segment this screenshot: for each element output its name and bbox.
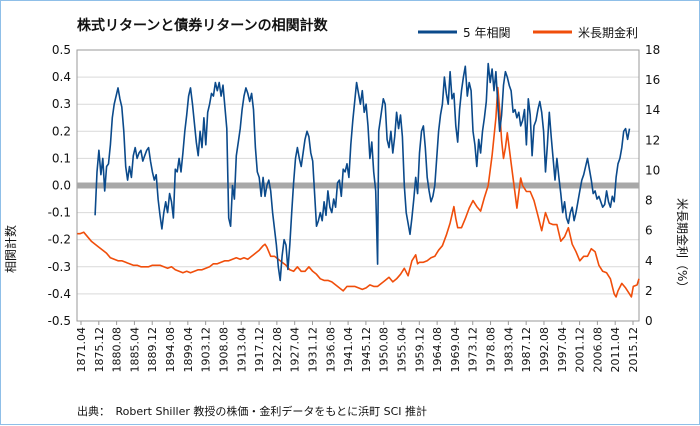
right-tick-label: 0 [645, 314, 653, 328]
right-axis-title: 米長期金利（%） [675, 198, 690, 293]
x-tick-label: 2006.08 [591, 327, 604, 373]
left-tick-label: 0.1 [52, 151, 71, 165]
x-tick-label: 1922.08 [271, 327, 284, 373]
right-tick-label: 4 [645, 254, 653, 268]
right-tick-label: 6 [645, 224, 653, 238]
right-tick-label: 16 [645, 73, 660, 87]
x-tick-label: 1959.12 [413, 327, 426, 373]
x-tick-label: 1964.08 [431, 327, 444, 373]
x-tick-label: 1927.04 [289, 327, 302, 373]
right-tick-label: 12 [645, 133, 660, 147]
x-tick-label: 1987.12 [520, 327, 533, 373]
left-tick-label: 0.4 [52, 70, 71, 84]
x-tick-label: 2015.12 [627, 327, 640, 373]
x-tick-label: 1945.12 [360, 327, 373, 373]
x-axis-ticks: 1871.04 1875.12 1880.08 1885.04 1889.12 1894.… [75, 321, 640, 373]
legend-label-correlation: 5 年相関 [463, 26, 510, 40]
x-tick-label: 2001.12 [574, 327, 587, 373]
left-tick-label: -0.2 [48, 233, 71, 247]
x-tick-label: 1978.08 [485, 327, 498, 373]
right-tick-label: 14 [645, 103, 660, 117]
x-tick-label: 1931.12 [306, 327, 319, 373]
right-axis-ticks: 18 16 14 12 10 8 6 4 2 0 [645, 43, 660, 328]
series-line-yield [77, 86, 640, 298]
x-tick-label: 1903.12 [200, 327, 213, 373]
x-tick-label: 1913.04 [235, 327, 248, 373]
legend: 5 年相関 米長期金利 [418, 25, 638, 40]
x-tick-label: 1955.04 [396, 327, 409, 373]
left-tick-label: 0.5 [52, 43, 71, 57]
left-tick-label: -0.1 [48, 206, 71, 220]
x-tick-label: 1973.12 [467, 327, 480, 373]
x-tick-label: 1871.04 [75, 327, 88, 373]
right-tick-label: 18 [645, 43, 660, 57]
x-tick-label: 1983.04 [502, 327, 515, 373]
left-tick-label: 0.0 [52, 179, 71, 193]
x-tick-label: 1889.12 [146, 327, 159, 373]
source-note: 出典： Robert Shiller 教授の株価・金利データをもとに浜町 SCI… [77, 404, 427, 418]
left-axis-title: 相関計数 [3, 225, 18, 273]
x-tick-label: 1992.08 [538, 327, 551, 373]
x-tick-label: 1885.04 [128, 327, 141, 373]
x-tick-label: 1950.08 [378, 327, 391, 373]
left-tick-label: -0.3 [48, 260, 71, 274]
left-tick-label: 0.2 [52, 124, 71, 138]
x-tick-label: 2011.04 [609, 327, 622, 373]
x-tick-label: 1917.12 [253, 327, 266, 373]
x-tick-label: 1894.08 [164, 327, 177, 373]
left-axis-ticks: 0.5 0.4 0.3 0.2 0.1 0.0 -0.1 -0.2 -0.3 -0.4 -0.5 [48, 43, 71, 328]
x-tick-label: 1875.12 [93, 327, 106, 373]
right-tick-label: 10 [645, 163, 660, 177]
x-tick-label: 1880.08 [111, 327, 124, 373]
x-tick-label: 1899.04 [182, 327, 195, 373]
legend-label-yield: 米長期金利 [578, 25, 638, 40]
series-line-correlation [94, 62, 631, 282]
x-tick-label: 1936.08 [324, 327, 337, 373]
left-tick-label: -0.5 [48, 314, 71, 328]
x-tick-label: 1997.04 [556, 327, 569, 373]
left-tick-label: 0.3 [52, 97, 71, 111]
right-tick-label: 2 [645, 284, 653, 298]
x-tick-label: 1941.04 [342, 327, 355, 373]
x-tick-label: 1969.04 [449, 327, 462, 373]
chart-title: 株式リターンと債券リターンの相関計数 [77, 17, 329, 34]
left-tick-label: -0.4 [48, 287, 71, 301]
x-tick-label: 1908.08 [217, 327, 230, 373]
right-tick-label: 8 [645, 194, 653, 208]
